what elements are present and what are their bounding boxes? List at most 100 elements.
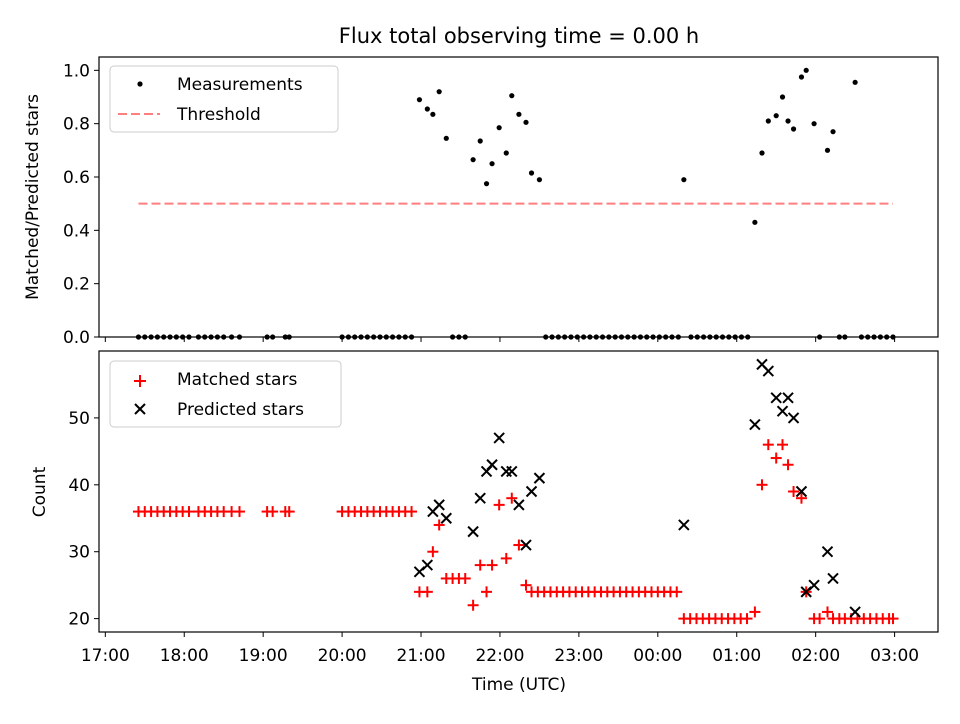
bottom-x-tick-label: 23:00 <box>554 646 603 666</box>
legend-matched-label: Matched stars <box>177 370 297 390</box>
top-y-tick-label: 0.0 <box>63 328 90 348</box>
predicted-star-point <box>513 499 525 511</box>
bottom-x-tick-label: 01:00 <box>712 646 761 666</box>
matched-star-point <box>233 506 245 518</box>
measurement-point <box>352 334 358 340</box>
measurement-point <box>852 79 858 85</box>
measurement-point <box>436 89 442 95</box>
measurement-point <box>824 147 831 153</box>
top-y-tick-label: 0.4 <box>63 221 90 241</box>
measurement-point <box>890 334 896 340</box>
matched-star-point <box>493 499 505 511</box>
measurement-point <box>745 334 751 340</box>
predicted-star-point <box>500 465 512 478</box>
measurement-point <box>489 161 495 167</box>
measurement-point <box>523 119 529 125</box>
predicted-star-point <box>776 405 789 417</box>
matched-star-point <box>887 613 899 625</box>
legend-predicted-marker <box>134 403 146 415</box>
legend-predicted-label: Predicted stars <box>177 400 304 420</box>
measurement-point <box>416 97 423 103</box>
measurement-point <box>483 181 490 187</box>
chart-title: Flux total observing time = 0.00 h <box>339 24 699 48</box>
bottom-x-tick-label: 02:00 <box>791 646 840 666</box>
measurement-point <box>228 334 235 340</box>
predicted-star-point <box>474 492 486 504</box>
measurement-point <box>430 111 436 117</box>
measurement-point <box>509 93 515 99</box>
measurement-point <box>549 334 555 340</box>
bottom-y-tick-label: 30 <box>68 543 90 563</box>
measurement-point <box>503 150 509 156</box>
measurement-point <box>470 157 476 163</box>
matched-star-point <box>406 506 418 518</box>
measurement-point <box>593 334 599 340</box>
bottom-x-tick-label: 03:00 <box>870 646 919 666</box>
measurement-point <box>618 334 625 340</box>
measurement-point <box>842 334 848 340</box>
bottom-y-tick-label: 40 <box>68 476 90 496</box>
measurement-point <box>811 121 817 127</box>
measurement-point <box>396 334 402 340</box>
matched-star-point <box>814 613 826 625</box>
measurement-point <box>173 334 179 340</box>
top-y-tick-label: 0.6 <box>63 168 90 188</box>
measurement-point <box>581 334 587 340</box>
top-y-ticks: 0.0 0.2 0.4 0.6 0.8 1.0 <box>63 61 99 348</box>
measurement-point <box>286 334 292 340</box>
top-axes-frame <box>98 56 939 338</box>
measurement-point <box>752 219 758 225</box>
measurement-point <box>264 334 270 340</box>
measurement-point <box>803 67 809 73</box>
bottom-legend-box <box>109 360 342 428</box>
matched-star-point <box>770 452 782 464</box>
measurement-point <box>732 334 738 340</box>
bottom-x-tick-label: 19:00 <box>239 646 288 666</box>
measurement-point <box>836 334 842 340</box>
predicted-star-point <box>762 365 775 377</box>
measurement-point <box>625 334 631 340</box>
matched-star-point <box>421 586 433 598</box>
legend-threshold-label: Threshold <box>176 105 261 125</box>
measurement-point <box>142 334 148 340</box>
bottom-y-axis-label: Count <box>30 466 50 517</box>
predicted-star-point <box>520 539 532 551</box>
measurement-point <box>865 334 871 340</box>
measurement-point <box>208 334 214 340</box>
matched-star-point <box>741 613 753 625</box>
matched-star-point <box>427 546 439 558</box>
measurement-point <box>408 334 415 340</box>
measurement-point <box>543 334 549 340</box>
predicted-star-point <box>493 432 505 444</box>
measurement-point <box>694 334 700 340</box>
predicted-star-point <box>533 472 546 484</box>
matched-star-point <box>520 579 532 591</box>
measurement-point <box>858 334 865 340</box>
predicted-star-point <box>421 559 434 571</box>
measurement-point <box>377 334 383 340</box>
matched-star-point <box>481 586 493 598</box>
bottom-x-tick-label: 20:00 <box>318 646 367 666</box>
measurement-point <box>884 334 890 340</box>
measurement-point <box>726 334 732 340</box>
measurement-point <box>496 125 502 131</box>
measurement-point <box>759 150 765 156</box>
measurement-point <box>798 74 805 80</box>
matched-star-point <box>795 492 807 504</box>
top-y-tick-label: 1.0 <box>63 61 90 81</box>
bottom-x-ticks: 17:00 18:00 19:00 20:00 21:00 22:00 23:00 00:00… <box>81 632 919 666</box>
measurement-point <box>270 334 276 340</box>
measurement-point <box>574 334 580 340</box>
bottom-x-tick-label: 00:00 <box>633 646 682 666</box>
matched-star-point <box>822 606 834 618</box>
measurement-point <box>675 334 681 340</box>
measurement-point <box>462 334 468 340</box>
matched-star-point <box>782 459 794 471</box>
predicted-star-point <box>827 572 839 585</box>
top-legend-box <box>109 65 339 133</box>
matched-star-point <box>506 492 518 504</box>
matched-star-point <box>500 552 512 564</box>
bottom-x-tick-label: 17:00 <box>81 646 130 666</box>
measurement-point <box>135 334 142 340</box>
measurement-point <box>681 177 687 183</box>
